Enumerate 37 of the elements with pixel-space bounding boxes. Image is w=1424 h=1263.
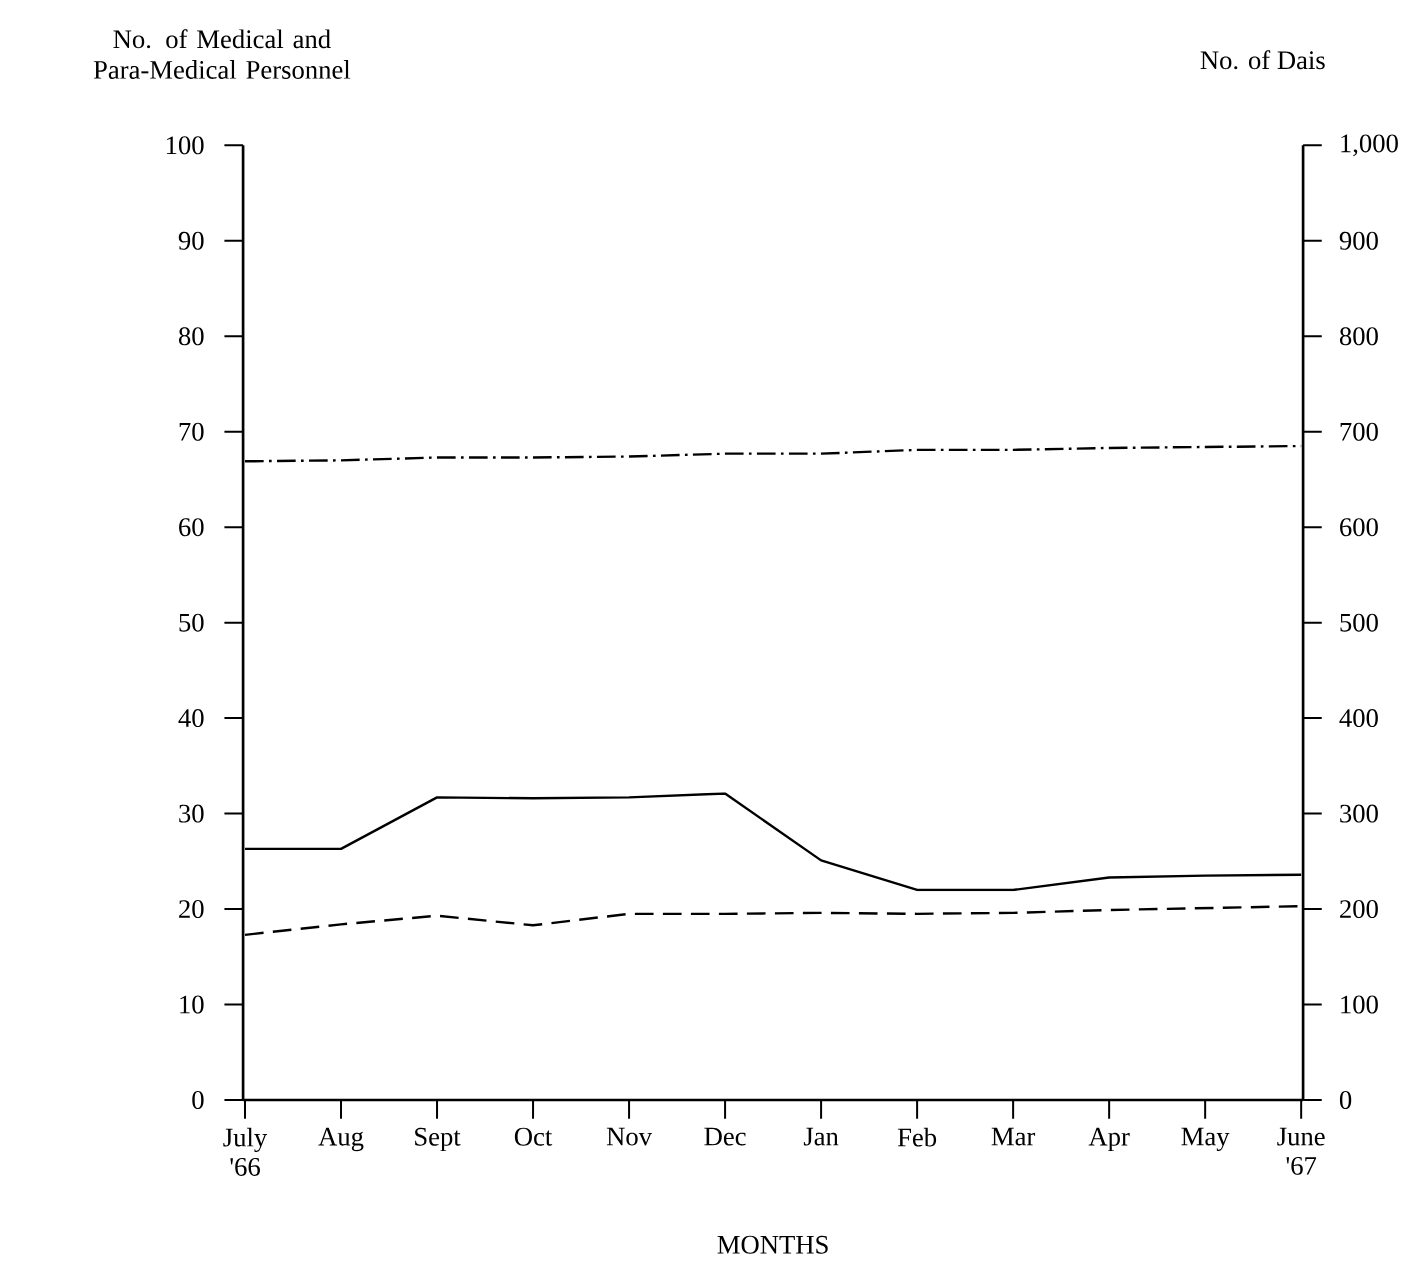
y-tick-label: 0 xyxy=(192,1090,204,1109)
y-tick-label: 80 xyxy=(178,327,204,346)
x-tick-label: Nov xyxy=(606,1127,653,1146)
x-tick-label: Apr xyxy=(1088,1127,1130,1152)
y2-tick-label: 200 xyxy=(1340,900,1378,919)
y2-tick-label: 1,000 xyxy=(1341,134,1398,157)
x-tick-label: Feb xyxy=(897,1127,937,1147)
y-tick-label: 90 xyxy=(178,231,204,250)
y2-tick-label: 400 xyxy=(1339,709,1378,728)
y2-axis-title: No. of Dais xyxy=(1200,50,1325,70)
x-axis-title: MONTHS xyxy=(717,1235,828,1254)
y2-tick-label: 800 xyxy=(1339,327,1378,346)
y-axis-title: No. of Medical and Para-Medical Personnel xyxy=(93,29,351,79)
y2-tick-label: 900 xyxy=(1339,231,1378,250)
y-tick-label: 40 xyxy=(178,709,204,728)
x-tick-label: Mar xyxy=(991,1127,1036,1146)
x-tick-label: May xyxy=(1181,1127,1230,1152)
x-tick-label: Oct xyxy=(514,1127,553,1146)
x-tick-label: Dec xyxy=(704,1127,746,1146)
y-tick-label: 50 xyxy=(179,613,204,632)
x-tick-label: July '66 xyxy=(223,1127,268,1176)
y-tick-label: 70 xyxy=(179,422,204,441)
y2-tick-label: 700 xyxy=(1340,422,1378,441)
x-tick-label: Jan xyxy=(803,1127,839,1146)
y-tick-label: 60 xyxy=(179,518,204,537)
y-tick-label: 20 xyxy=(179,900,204,919)
x-tick-label: Sept xyxy=(415,1127,461,1152)
x-tick-label: Aug xyxy=(318,1127,364,1152)
y2-tick-label: 0 xyxy=(1339,1090,1352,1109)
x-tick-label: June '67 xyxy=(1277,1127,1325,1175)
y2-tick-label: 600 xyxy=(1340,518,1378,537)
y2-tick-label: 300 xyxy=(1340,804,1378,823)
y2-tick-label: 500 xyxy=(1340,613,1378,632)
y-tick-label: 10 xyxy=(180,995,204,1014)
y2-tick-label: 100 xyxy=(1341,995,1378,1014)
y-tick-label: 100 xyxy=(166,136,204,155)
y-tick-label: 30 xyxy=(179,804,204,823)
